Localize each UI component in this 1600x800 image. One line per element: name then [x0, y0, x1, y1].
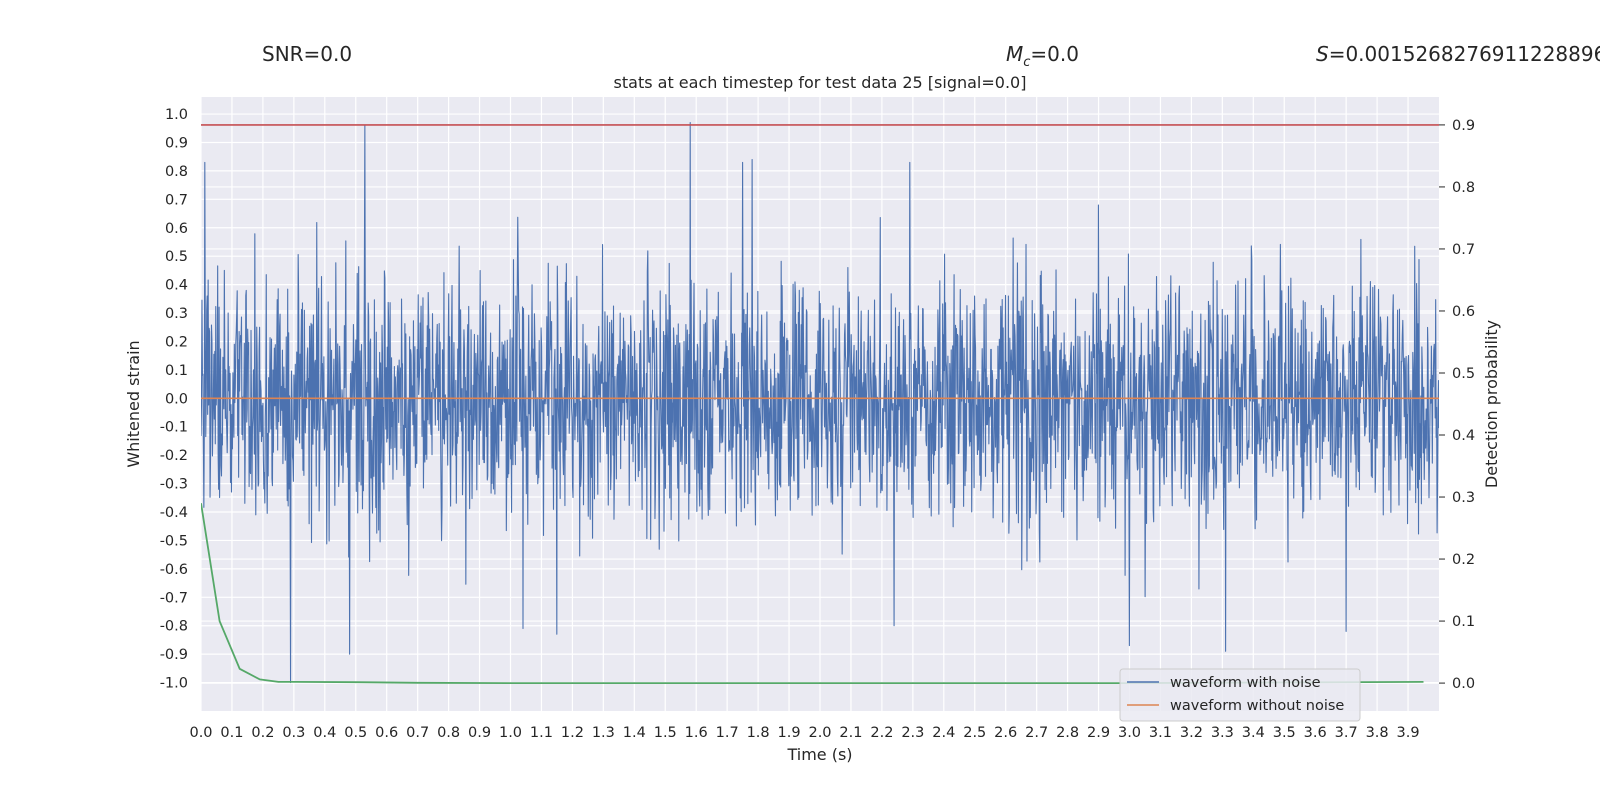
x-tick-label: 1.7 [716, 725, 739, 741]
series-detection-probability [201, 503, 1424, 684]
series-waveform-with-noise [201, 122, 1439, 684]
x-tick-label: 2.1 [839, 725, 862, 741]
legend: waveform with noise waveform without noi… [1119, 668, 1361, 722]
x-tick-label: 1.1 [530, 725, 553, 741]
x-tick-label: 3.3 [1211, 725, 1234, 741]
y-tick-label: 0.7 [165, 192, 188, 208]
x-tick-label: 1.5 [654, 725, 677, 741]
y-tick-label: -1.0 [160, 676, 188, 692]
x-tick-label: 3.0 [1118, 725, 1141, 741]
y2-tick-label: 0.4 [1452, 428, 1475, 444]
x-tick-label: 0.3 [282, 725, 305, 741]
y-axis-label: Whitened strain [124, 340, 143, 467]
x-tick-label: 0.5 [344, 725, 367, 741]
x-tick-label: 2.7 [1025, 725, 1048, 741]
legend-box [1119, 668, 1361, 722]
x-tick-label: 1.0 [499, 725, 522, 741]
y-tick-label: 0.3 [165, 306, 188, 322]
y2-tick-label: 0.8 [1452, 180, 1475, 196]
x-tick-label: 2.9 [1087, 725, 1110, 741]
y2-tick-label: 0.0 [1452, 676, 1475, 692]
x-tick-label: 0.0 [189, 725, 212, 741]
x-tick-label: 2.4 [932, 725, 955, 741]
y-tick-label: 0.2 [165, 334, 188, 350]
s-label: S=0.0015268276911228896 [1316, 42, 1600, 66]
x-tick-label: 2.3 [901, 725, 924, 741]
x-tick-label: 0.7 [406, 725, 429, 741]
x-axis-label: Time (s) [786, 745, 852, 764]
x-tick-label: 3.9 [1397, 725, 1420, 741]
y-tick-label: 0.4 [165, 278, 188, 294]
x-tick-label: 0.4 [313, 725, 336, 741]
x-tick-label: 3.7 [1335, 725, 1358, 741]
x-tick-label: 1.3 [592, 725, 615, 741]
y2-tick-label: 0.2 [1452, 552, 1475, 568]
x-tick-label: 3.8 [1366, 725, 1389, 741]
x-tick-label: 1.9 [778, 725, 801, 741]
y2-tick-label: 0.3 [1452, 490, 1475, 506]
y-tick-label: -0.9 [160, 647, 188, 663]
y-tick-label: 0.0 [165, 391, 188, 407]
y-tick-label: 0.9 [165, 135, 188, 151]
y2-tick-label: 0.6 [1452, 304, 1475, 320]
x-tick-label: 1.2 [561, 725, 584, 741]
x-tick-label: 0.9 [468, 725, 491, 741]
y-tick-label: -0.1 [160, 420, 188, 436]
x-tick-label: 1.6 [685, 725, 708, 741]
y-tick-label: -0.7 [160, 590, 188, 606]
y-tick-label: 0.1 [165, 363, 188, 379]
x-tick-label: 2.0 [808, 725, 831, 741]
x-tick-label: 0.2 [251, 725, 274, 741]
y2-tick-label: 0.9 [1452, 118, 1475, 134]
legend-label-waveform-without-noise: waveform without noise [1170, 698, 1344, 714]
x-tick-label: 1.4 [623, 725, 646, 741]
mc-label: Mc=0.0 [1006, 42, 1079, 70]
x-tick-label: 3.5 [1273, 725, 1296, 741]
x-tick-label: 2.8 [1056, 725, 1079, 741]
y2-tick-label: 0.1 [1452, 614, 1475, 630]
x-tick-label: 3.2 [1180, 725, 1203, 741]
x-tick-label: 3.4 [1242, 725, 1265, 741]
y-tick-label: -0.4 [160, 505, 188, 521]
y-tick-label: -0.3 [160, 477, 188, 493]
x-tick-label: 3.6 [1304, 725, 1327, 741]
y-tick-label: -0.5 [160, 533, 188, 549]
x-tick-label: 0.6 [375, 725, 398, 741]
legend-label-waveform-with-noise: waveform with noise [1170, 675, 1321, 691]
y2-axis-label: Detection probability [1482, 320, 1501, 488]
x-tick-label: 2.2 [870, 725, 893, 741]
y-tick-label: -0.8 [160, 619, 188, 635]
x-tick-label: 0.1 [220, 725, 243, 741]
y-tick-label: 1.0 [165, 107, 188, 123]
y-tick-label: 0.8 [165, 164, 188, 180]
snr-label: SNR=0.0 [262, 42, 352, 66]
x-tick-label: 2.6 [994, 725, 1017, 741]
y2-tick-label: 0.5 [1452, 366, 1475, 382]
y2-tick-label: 0.7 [1452, 242, 1475, 258]
y-tick-label: -0.2 [160, 448, 188, 464]
y-tick-label: -0.6 [160, 562, 188, 578]
chart-title: stats at each timestep for test data 25 … [614, 73, 1027, 92]
x-tick-label: 0.8 [437, 725, 460, 741]
y-tick-label: 0.6 [165, 221, 188, 237]
x-tick-label: 3.1 [1149, 725, 1172, 741]
x-tick-label: 2.5 [963, 725, 986, 741]
x-tick-label: 1.8 [747, 725, 770, 741]
y-tick-label: 0.5 [165, 249, 188, 265]
axis-ticks: 0.0 0.1 0.2 0.3 0.4 0.5 0.6 0.7 0.8 0.9 1.0 1.1 1.2 1… [160, 107, 1475, 741]
